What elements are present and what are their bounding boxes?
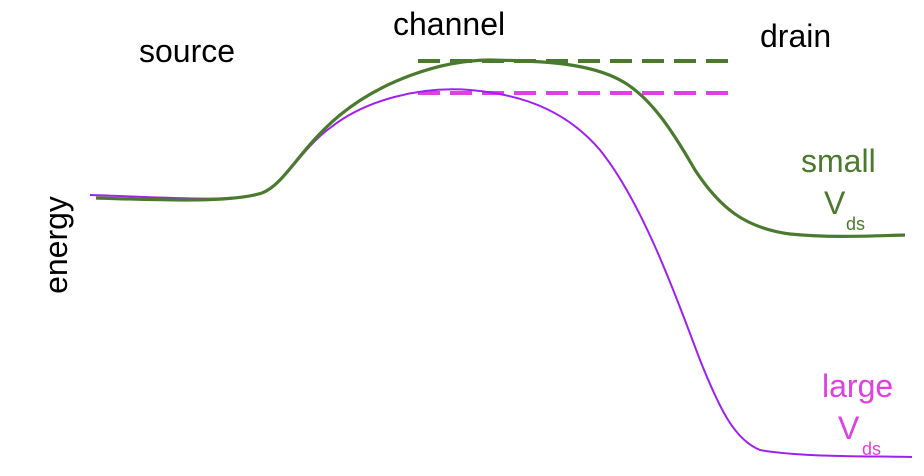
small-vds-label: small (801, 143, 876, 179)
large-vds-v-label: V (838, 410, 860, 446)
small-vds-subscript: ds (846, 214, 866, 234)
drain-label: drain (760, 18, 832, 54)
channel-label: channel (393, 6, 506, 42)
source-label: source (139, 33, 236, 69)
large-vds-energy-curve (89, 88, 913, 458)
small-vds-v-label: V (824, 185, 846, 221)
energy-axis-label: energy (38, 196, 74, 294)
large-vds-subscript: ds (862, 439, 882, 459)
large-vds-label: large (822, 368, 894, 404)
small-vds-energy-curve (95, 58, 906, 238)
